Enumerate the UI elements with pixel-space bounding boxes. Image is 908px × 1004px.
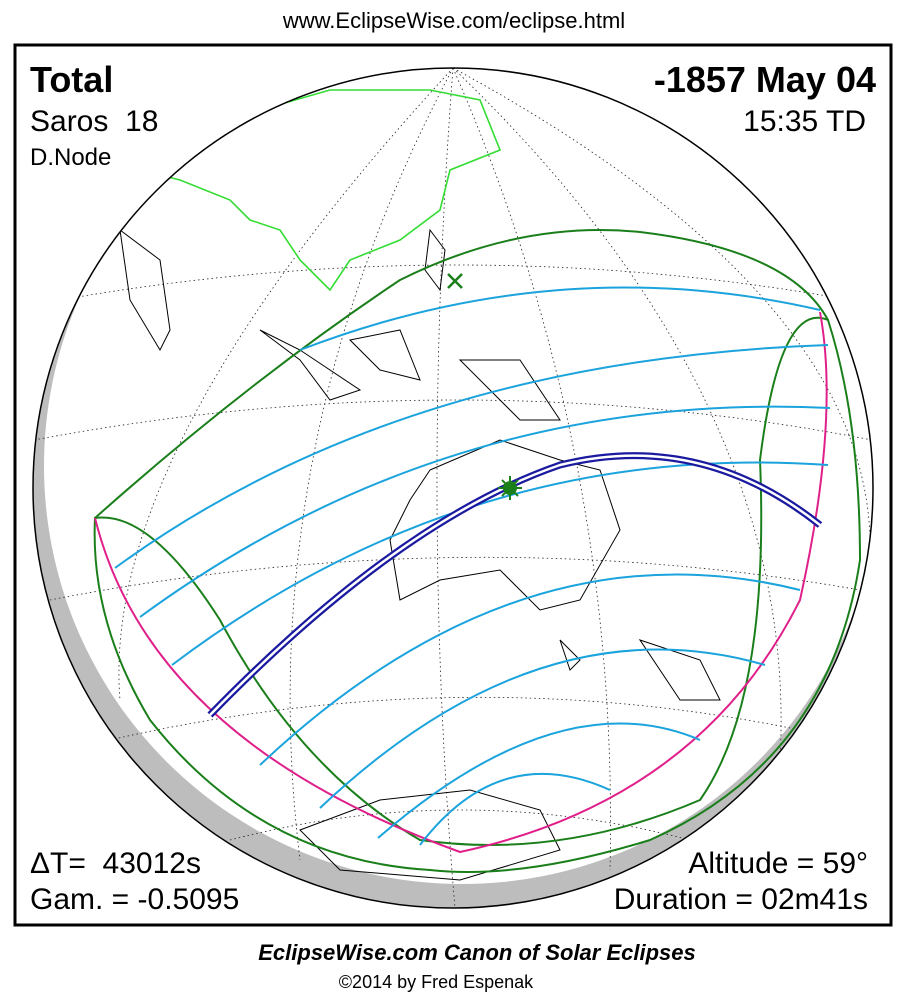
altitude: Altitude = 59° [688,847,868,880]
duration: Duration = 02m41s [614,883,868,916]
sub-solar-point [447,273,463,289]
globe-outline [32,67,874,909]
gamma: Gam. = -0.5095 [30,883,239,916]
node: D.Node [30,144,111,171]
eclipse-date: -1857 May 04 [654,59,876,100]
footer-title: EclipseWise.com Canon of Solar Eclipses [258,940,696,965]
eclipse-time: 15:35 TD [743,105,866,138]
footer-credit: ©2014 by Fred Espenak [339,972,534,992]
central-line-inner [209,454,821,716]
coastlines [119,89,721,881]
saros: Saros 18 [30,105,158,138]
greatest-eclipse-star [498,476,522,500]
penumbra-outline [93,316,862,873]
globe [33,68,873,908]
eclipse-path [93,229,862,873]
eclipse-type: Total [30,59,113,100]
delta-t: ΔT= 43012s [30,847,201,880]
url: www.EclipseWise.com/eclipse.html [282,8,625,33]
penumbra-north-limit [94,229,829,519]
